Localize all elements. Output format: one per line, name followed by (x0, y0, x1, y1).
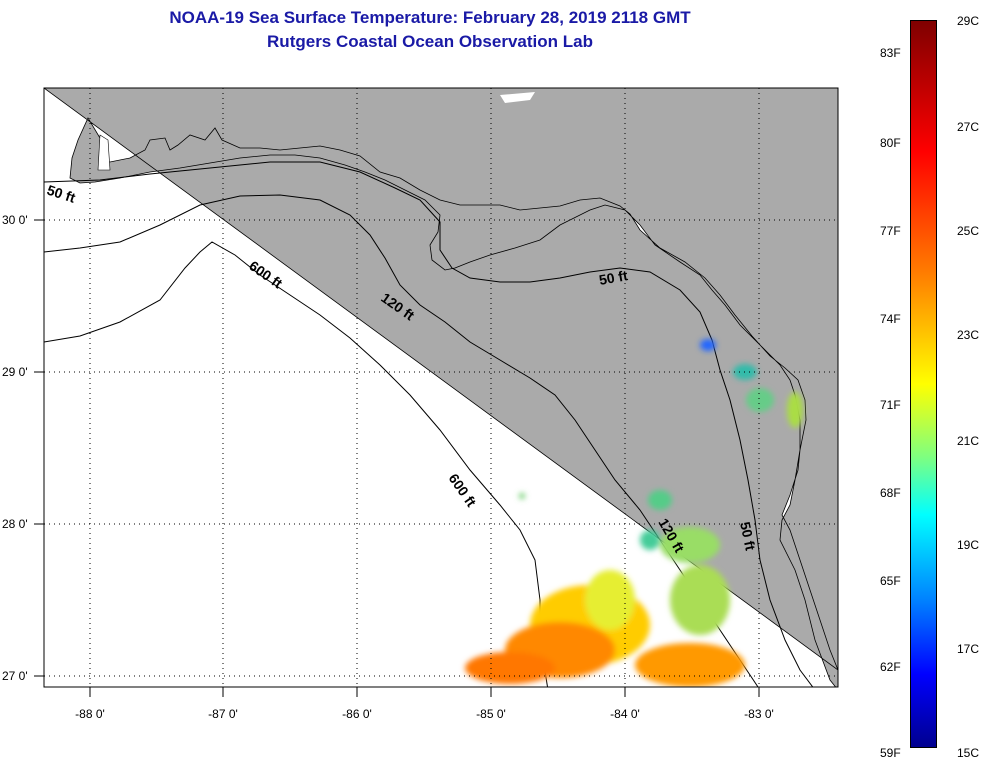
colorbar-f-label: 71F (880, 398, 901, 412)
contour-50ft-line (44, 161, 814, 687)
colorbar-c-label: 25C (957, 224, 980, 238)
land-mass (44, 88, 838, 687)
colorbar-c-label: 19C (957, 538, 980, 552)
map-title: NOAA-19 Sea Surface Temperature: Februar… (169, 8, 691, 27)
contour-label-50ft: 50 ft (737, 520, 759, 552)
lon-label: -84 0' (610, 707, 640, 721)
colorbar-c-label: 21C (957, 434, 980, 448)
colorbar-f-label: 59F (880, 746, 901, 760)
lon-label: -83 0' (744, 707, 774, 721)
colorbar-f-label: 62F (880, 660, 901, 674)
lon-label: -85 0' (476, 707, 506, 721)
colorbar-f-label: 74F (880, 312, 901, 326)
lon-label: -87 0' (208, 707, 238, 721)
colorbar-f-label: 83F (880, 46, 901, 60)
colorbar-f-label: 77F (880, 224, 901, 238)
map-frame (43, 87, 839, 688)
lat-label: 30 0' (2, 213, 28, 227)
colorbar-f-label: 65F (880, 574, 901, 588)
contour-label-50ft: 50 ft (598, 267, 629, 288)
lat-label: 27 0' (2, 669, 28, 683)
lat-label: 28 0' (2, 517, 28, 531)
colorbar-c-label: 29C (957, 14, 980, 28)
contour-600ft-line (44, 241, 549, 687)
colorbar-c-label: 27C (957, 120, 980, 134)
lon-label: -88 0' (75, 707, 105, 721)
colorbar-c-label: 15C (957, 746, 980, 760)
colorbar-c-label: 17C (957, 642, 980, 656)
tick-marks (34, 219, 760, 697)
map-subtitle: Rutgers Coastal Ocean Observation Lab (267, 32, 593, 51)
colorbar-c-label: 23C (957, 328, 980, 342)
lon-label: -86 0' (342, 707, 372, 721)
colorbar-f-label: 80F (880, 136, 901, 150)
temperature-colorbar (910, 20, 937, 748)
colorbar-f-label: 68F (880, 486, 901, 500)
lat-label: 29 0' (2, 365, 28, 379)
